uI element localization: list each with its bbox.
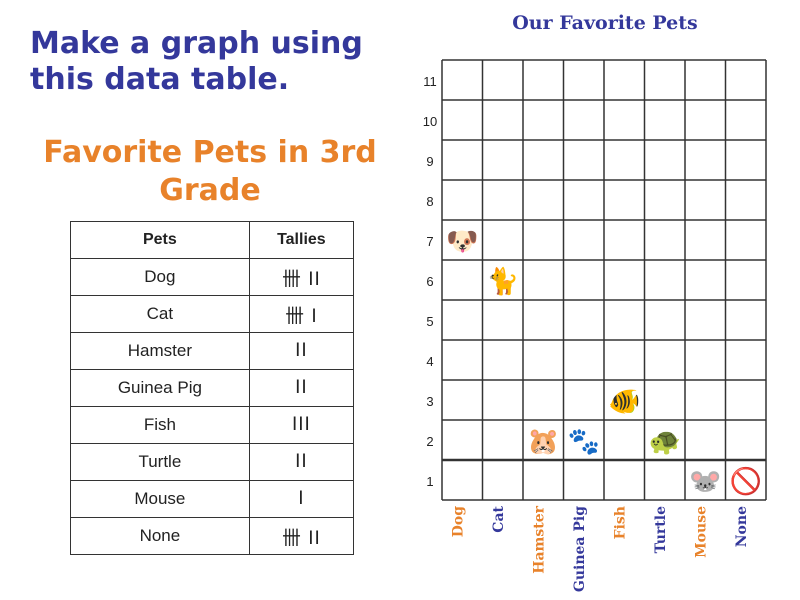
fish-icon: 🐠 <box>608 386 640 416</box>
pet-tally: II <box>248 332 355 370</box>
table-row: Turtle II <box>70 443 355 481</box>
data-table: Pets Tallies Dog 卌 II Cat 卌 I Hamster II… <box>70 221 355 555</box>
no-pet-icon: 🚫 <box>730 466 762 496</box>
header-tallies: Tallies <box>248 221 355 259</box>
y-tick-label: 8 <box>426 194 433 209</box>
x-category-label: Mouse <box>693 506 709 558</box>
table-title: Favorite Pets in 3rd Grade <box>43 135 377 208</box>
table-row: None 卌 II <box>70 517 355 555</box>
chart-title: Our Favorite Pets <box>512 12 698 34</box>
turtle-icon: 🐢 <box>649 426 681 456</box>
pet-name: Hamster <box>70 332 250 370</box>
table-header-row: Pets Tallies <box>70 221 355 259</box>
y-tick-label: 11 <box>423 74 437 89</box>
x-category-label: Turtle <box>653 506 669 553</box>
pet-name: Turtle <box>70 443 250 481</box>
y-tick-label: 2 <box>426 434 433 449</box>
pet-name: Mouse <box>70 480 250 518</box>
x-category-label: None <box>734 506 750 547</box>
pet-tally: 卌 I <box>248 295 355 333</box>
instruction-text: Make a graph using this data table. <box>30 26 363 97</box>
x-category-label: Dog <box>450 506 466 537</box>
cat-icon: 🐈 <box>487 266 519 296</box>
y-tick-label: 10 <box>423 114 437 129</box>
pet-name: Cat <box>70 295 250 333</box>
pet-tally: I <box>248 480 355 518</box>
table-row: Hamster II <box>70 332 355 370</box>
x-category-label: Cat <box>491 505 507 532</box>
pet-tally: III <box>248 406 355 444</box>
x-category-label: Guinea Pig <box>572 506 588 592</box>
guinea-pig-icon: 🐾 <box>568 426 600 456</box>
table-row: Mouse I <box>70 480 355 518</box>
y-tick-label: 7 <box>426 234 433 249</box>
x-category-label: Fish <box>612 506 628 539</box>
table-row: Cat 卌 I <box>70 295 355 333</box>
pet-tally: 卌 II <box>248 258 355 296</box>
x-category-label: Hamster <box>531 505 547 573</box>
y-tick-label: 3 <box>426 394 433 409</box>
dog-icon: 🐶 <box>446 226 478 256</box>
pet-tally: II <box>248 443 355 481</box>
y-tick-label: 4 <box>426 354 433 369</box>
pet-tally: 卌 II <box>248 517 355 555</box>
y-tick-label: 6 <box>426 274 433 289</box>
mouse-icon: 🐭 <box>689 466 721 496</box>
hamster-icon: 🐹 <box>527 426 559 456</box>
y-tick-label: 9 <box>426 154 433 169</box>
y-tick-label: 1 <box>426 474 433 489</box>
y-tick-label: 5 <box>426 314 433 329</box>
table-row: Dog 卌 II <box>70 258 355 296</box>
table-row: Guinea Pig II <box>70 369 355 407</box>
